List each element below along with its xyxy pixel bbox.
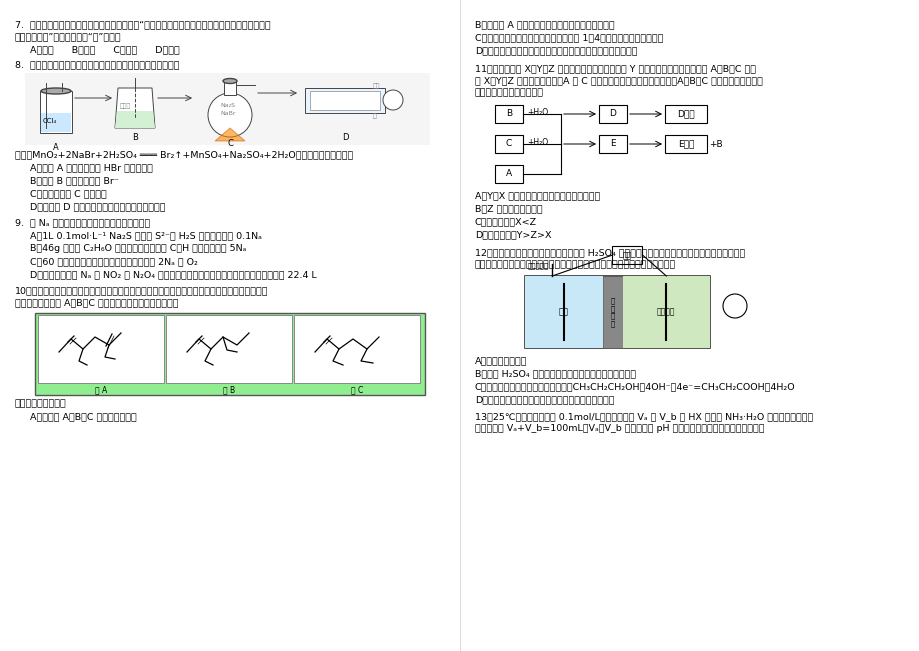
Text: CCl₄: CCl₄ — [43, 118, 57, 124]
Bar — [41, 113, 71, 132]
Text: C．非金属性：X<Z: C．非金属性：X<Z — [474, 217, 537, 226]
Bar — [598, 105, 627, 123]
Text: 电
将
化
膜: 电 将 化 膜 — [610, 298, 614, 327]
Text: D: D — [341, 133, 348, 142]
Bar — [310, 91, 380, 110]
Text: 图 B: 图 B — [222, 385, 235, 394]
Text: A: A — [53, 143, 59, 152]
Ellipse shape — [222, 79, 237, 83]
Text: 11．短周期元素 X、Y、Z 的原子序数依次增大，其中 Y 元素的原子半径最大。已知 A、B、C 分别: 11．短周期元素 X、Y、Z 的原子序数依次增大，其中 Y 元素的原子半径最大。… — [474, 64, 755, 73]
Text: A: A — [505, 169, 512, 178]
Text: 图 C: 图 C — [350, 385, 363, 394]
Text: B．Z 的含氧酸均为强酸: B．Z 的含氧酸均为强酸 — [474, 204, 542, 213]
Circle shape — [382, 90, 403, 110]
Text: B: B — [505, 109, 512, 118]
Text: 子油等精油中。有 A、B、C 等几种结构，其结构简式如下：: 子油等精油中。有 A、B、C 等几种结构，其结构简式如下： — [15, 298, 178, 307]
Text: 白，扫而复淋”。上述涉及的“灰”作用是: 白，扫而复淋”。上述涉及的“灰”作用是 — [15, 32, 121, 41]
Text: 冷水: 冷水 — [372, 83, 380, 89]
Text: 水: 水 — [372, 113, 377, 118]
Text: 12．科研人员设计一种电化学反应器，以 H₂SO₄ 溶液为电解质，电将化膜和不锈锤为电极材料，这: 12．科研人员设计一种电化学反应器，以 H₂SO₄ 溶液为电解质，电将化膜和不锈… — [474, 248, 744, 257]
Polygon shape — [215, 128, 244, 141]
Text: C．丙醇转化为丙酸的电极反应式为：CH₃CH₂CH₂OH＋4OH⁻－4e⁻=CH₃CH₂COOH＋4H₂O: C．丙醇转化为丙酸的电极反应式为：CH₃CH₂CH₂OH＋4OH⁻－4e⁻=CH… — [474, 382, 795, 391]
Bar — [305, 88, 384, 113]
Bar — [622, 276, 709, 348]
Text: C．一定条件下，三种有机物都可以发生 1、4－加成、取代、氧化反应: C．一定条件下，三种有机物都可以发生 1、4－加成、取代、氧化反应 — [474, 33, 663, 42]
Text: D．金合欢烯的同分异构体中可能含有与乙苯互为同系物的物质: D．金合欢烯的同分异构体中可能含有与乙苯互为同系物的物质 — [474, 46, 637, 55]
Text: A．有机物 A、B、C 互为同分异构体: A．有机物 A、B、C 互为同分异构体 — [30, 412, 137, 421]
Text: 料槽: 料槽 — [558, 307, 568, 316]
Text: 图 A: 图 A — [95, 385, 107, 394]
Bar — [35, 313, 425, 395]
Text: 7.  《菽园杂记》对海水提取食盐有如下记载：“烧草为灰，布在滩场，然后以海水淋之，候卤结浮: 7. 《菽园杂记》对海水提取食盐有如下记载：“烧草为灰，布在滩场，然后以海水淋之… — [15, 20, 270, 29]
Bar — [664, 105, 706, 123]
Text: 是 X、Y、Z 三种元素的单质，A 和 C 常温下为气体，在适宜的条件下，A、B、C 可以发生如图所示的: 是 X、Y、Z 三种元素的单质，A 和 C 常温下为气体，在适宜的条件下，A、B… — [474, 76, 762, 85]
Text: A．电将化膜作阴极: A．电将化膜作阴极 — [474, 356, 527, 365]
Bar — [664, 135, 706, 153]
Text: D溶液: D溶液 — [676, 109, 694, 118]
Bar — [25, 73, 429, 145]
Text: B: B — [132, 133, 138, 142]
Text: 下列说法不正确的是: 下列说法不正确的是 — [15, 399, 67, 408]
Text: 13．25℃时，溶液度均为 0.1mol/L，体积分别为 Vₐ 和 V_b 的 HX 溶液与 NH₃·H₂O 溶液按不同体积比: 13．25℃时，溶液度均为 0.1mol/L，体积分别为 Vₐ 和 V_b 的 … — [474, 412, 812, 421]
Text: C: C — [227, 139, 233, 148]
Text: 10．金合欢烯常用于皂用、洗涤剂香精中和日化香精中，主要存在于荧香油、玫瑰油、依兰油和桔: 10．金合欢烯常用于皂用、洗涤剂香精中和日化香精中，主要存在于荧香油、玫瑰油、依… — [15, 286, 268, 295]
Text: 9.  设 Nₐ 为阿伏加德罗常数，下列说法正确的是: 9. 设 Nₐ 为阿伏加德罗常数，下列说法正确的是 — [15, 218, 150, 227]
Text: Na₂S: Na₂S — [220, 103, 234, 108]
Text: E溶液: E溶液 — [677, 139, 694, 148]
Text: 反应。下列说法不正确的是: 反应。下列说法不正确的是 — [474, 88, 543, 97]
Bar — [598, 135, 627, 153]
Bar — [494, 135, 522, 153]
Text: 钒酸黄: 钒酸黄 — [119, 103, 131, 109]
Text: A．Y、X 两元素形成的化合物属于离子化合物: A．Y、X 两元素形成的化合物属于离子化合物 — [474, 191, 599, 200]
Bar — [525, 276, 709, 348]
Text: +B: +B — [709, 140, 721, 149]
Text: 电源: 电源 — [622, 251, 631, 260]
Text: B．装置 B 的作用是检验 Br⁻: B．装置 B 的作用是检验 Br⁻ — [30, 176, 119, 185]
Text: E: E — [609, 139, 615, 148]
Text: D．待装置 D 反应一段时间后抜出铁丝反应会终止: D．待装置 D 反应一段时间后抜出铁丝反应会终止 — [30, 202, 165, 211]
Text: D．常温下，含有 Nₐ 个 NO₂ 和 N₂O₄ 分子的混合气体，温度降至标准状况，其体积约为 22.4 L: D．常温下，含有 Nₐ 个 NO₂ 和 N₂O₄ 分子的混合气体，温度降至标准状… — [30, 270, 316, 279]
Text: 混合，保持 Vₐ+V_b=100mL，Vₐ、V_b 与混合液的 pH 的关系如图所示。下列说法正确的是: 混合，保持 Vₐ+V_b=100mL，Vₐ、V_b 与混合液的 pH 的关系如图… — [474, 424, 764, 433]
Bar — [223, 81, 236, 95]
Text: NaBr: NaBr — [220, 111, 235, 116]
Bar — [494, 105, 522, 123]
Text: A．1L 0.1mol·L⁻¹ Na₂S 溶液中 S²⁻和 H₂S 的数目之和为 0.1Nₐ: A．1L 0.1mol·L⁻¹ Na₂S 溶液中 S²⁻和 H₂S 的数目之和为… — [30, 231, 262, 240]
Ellipse shape — [41, 88, 71, 94]
Text: 8.  某化学小组欲利用如图所示的实验装置探究苯与液渴的反应: 8. 某化学小组欲利用如图所示的实验装置探究苯与液渴的反应 — [15, 60, 179, 69]
Text: 产物丙酸: 产物丙酸 — [656, 307, 675, 316]
Bar — [612, 246, 641, 264]
Text: B．46g 有机物 C₂H₆O 的分子结构中含有的 C－H 键数目一定为 5Nₐ: B．46g 有机物 C₂H₆O 的分子结构中含有的 C－H 键数目一定为 5Nₐ — [30, 244, 246, 253]
Text: +H₂O: +H₂O — [527, 108, 548, 117]
Bar — [525, 276, 602, 348]
Text: 正丙醇原液: 正丙醇原液 — [527, 262, 548, 269]
Text: D．原子半径：Y>Z>X: D．原子半径：Y>Z>X — [474, 230, 550, 239]
Text: 种电将化膜反应器可用于正丙醇合成丙酸，装置示意图如图，以下叙述正确的是: 种电将化膜反应器可用于正丙醇合成丙酸，装置示意图如图，以下叙述正确的是 — [474, 260, 675, 269]
Circle shape — [208, 93, 252, 137]
Circle shape — [722, 294, 746, 318]
Bar — [40, 91, 72, 133]
Text: C．可以用装置 C 制取氯气: C．可以用装置 C 制取氯气 — [30, 189, 107, 198]
Bar — [602, 276, 622, 348]
Bar — [294, 315, 420, 383]
Text: 已知：MnO₂+2NaBr+2H₂SO₄ ═══ Br₂↑+MnSO₄+Na₂SO₄+2H₂O，下列说法不正确的是: 已知：MnO₂+2NaBr+2H₂SO₄ ═══ Br₂↑+MnSO₄+Na₂S… — [15, 150, 353, 159]
Text: A．蔓馏      B．吸附      C．洗浤      D．过滤: A．蔓馏 B．吸附 C．洗浤 D．过滤 — [30, 45, 179, 54]
Polygon shape — [115, 111, 154, 128]
Text: A．装置 A 的作用是除去 HBr 中的液渴气: A．装置 A 的作用是除去 HBr 中的液渴气 — [30, 163, 153, 172]
Bar — [165, 315, 291, 383]
Text: +H₂O: +H₂O — [527, 138, 548, 147]
Polygon shape — [115, 88, 154, 128]
Bar — [494, 165, 522, 183]
Text: C．60 克的乙酸和葡萄糖混合物充分燃烧消耗 2Nₐ 个 O₂: C．60 克的乙酸和葡萄糖混合物充分燃烧消耗 2Nₐ 个 O₂ — [30, 257, 198, 266]
Text: B．有机物 A 分子中所有的碳原子一定在同一平面上: B．有机物 A 分子中所有的碳原子一定在同一平面上 — [474, 20, 614, 29]
Text: D．反应器工作时到槽中正丙醇分子向不锈锤电极移动: D．反应器工作时到槽中正丙醇分子向不锈锤电极移动 — [474, 395, 614, 404]
Text: C: C — [505, 139, 512, 148]
Text: D: D — [609, 109, 616, 118]
Text: B．使用 H₂SO₄ 溶液是为了在电解开始时增强溶液导电性: B．使用 H₂SO₄ 溶液是为了在电解开始时增强溶液导电性 — [474, 369, 635, 378]
Bar — [38, 315, 164, 383]
